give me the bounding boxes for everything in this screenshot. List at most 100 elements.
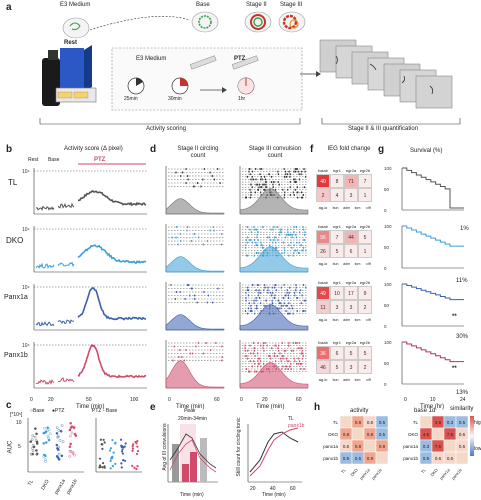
panel-d-event [298,231,301,234]
panel-d-event [294,294,296,297]
panel-d-event [207,294,209,297]
panel-d-event [282,357,284,360]
panel-d-event [172,359,174,362]
panel-d-event [255,183,257,186]
panel-c-dot [57,452,61,456]
ieg-col-foot: tom [354,262,361,266]
panel-c-diff-dot [111,455,114,458]
panel-d-event [263,289,265,292]
heatmap-row-label: TL [333,420,339,425]
panel-d-event [266,236,269,239]
ieg-col-foot: ciff [366,318,371,322]
panel-d-event [175,226,178,228]
panel-d-event [251,186,253,189]
panel-d-event [296,191,298,194]
panel-d-event [257,342,259,344]
panel-c-dot [35,453,39,456]
ieg-cell: 5 [330,244,344,258]
panel-d-event [298,241,300,244]
panel-d-event [253,342,255,344]
panel-d-event [271,299,273,302]
panel-d-event [250,191,252,194]
panel-d-event [283,302,285,305]
panel-c-dot [70,431,74,435]
panel-d-event [300,244,302,247]
panel-c-group-panx1a: panx1a [53,478,67,496]
panel-d-event [291,233,293,236]
panel-d-event [287,188,289,191]
panel-c-diff-dot [123,459,127,462]
panel-d-xtick-60-left: 60 [214,397,220,403]
panel-b-base-label: Base [48,157,60,163]
panel-d-event [300,368,302,370]
panel-d-event [255,244,257,247]
panel-d-event [253,254,255,257]
panel-g-ytick: 0 [384,208,387,213]
panel-b-trace [57,319,75,325]
panel-c-diff-dot [131,445,134,448]
panel-d-event [262,183,264,186]
panel-d-event [181,356,183,358]
heatmap-row-label: panx1a [323,444,338,449]
ieg-cell: 8 [330,174,344,188]
panel-d-event [259,360,262,363]
heatmap-col-label: DKO [349,467,358,477]
panel-d-event [289,186,291,189]
panel-d-event [272,291,274,294]
panel-b-trace [35,205,55,211]
panel-d-event [260,291,262,294]
panel-d-event [264,286,266,289]
panel-d-event [287,228,289,231]
panel-d-event [257,188,259,191]
panel-d-event [257,365,259,368]
panel-d-event [285,175,288,178]
panel-d-density [165,360,225,389]
panel-d-event [197,342,200,344]
ieg-cell: 7 [330,230,344,244]
panel-d-event [280,360,282,363]
panel-d-event [265,299,267,302]
heatmap-cell [363,439,377,453]
panel-d-event [181,171,184,174]
panel-e-xlabel-left: Time (min) [180,492,204,498]
panel-c-group-dko: DKO [40,478,51,492]
panel-d-event [260,175,262,178]
panel-d-event [190,240,192,242]
panel-d-event [277,347,279,350]
panel-d-event [277,239,279,241]
panel-d-event [283,168,285,170]
heatmap-row-label: panx1b [403,456,418,461]
panel-d-event [193,185,195,188]
ieg-cell: 5 [344,346,358,360]
panel-g-xlabel: Time (hr) [420,404,445,410]
panel-c-dot [46,434,50,438]
panel-d-event [189,294,191,297]
panel-g-curve [402,283,464,301]
panel-c-dot [55,443,59,447]
ieg-table: fosab egr1 egr2a egr2b 36 6 5 5 46 5 3 2 ag-ic bun adm… [316,338,378,384]
panel-f-letter: f [310,144,314,155]
panel-d-density [165,198,225,215]
panel-d-event [250,194,252,196]
panel-d-event [291,236,293,239]
panel-c-dot [44,431,47,434]
panel-c-dot [42,442,46,445]
panel-c-legend-base: ○Base [30,408,45,414]
panel-d-event [250,239,252,241]
panel-d-event [272,241,274,244]
panel-c-dot [68,434,72,438]
panel-c-diff-dot [108,449,112,452]
heatmap-value: 0.6 [447,456,454,461]
panel-d-event [282,188,284,191]
panel-d-event [253,226,255,228]
panel-d-event [263,304,265,307]
panel-b-ptz-label: PTZ [94,157,106,163]
ieg-col-foot: ciff [366,378,371,382]
ieg-col-header: egr1 [332,168,341,173]
panel-d-event [256,183,259,186]
panel-e-bar [200,438,207,482]
panel-d-event [298,360,301,363]
panel-d-event [278,183,280,186]
panel-b-ytick: 10⁴ [22,169,30,175]
panel-d-event [246,226,249,228]
